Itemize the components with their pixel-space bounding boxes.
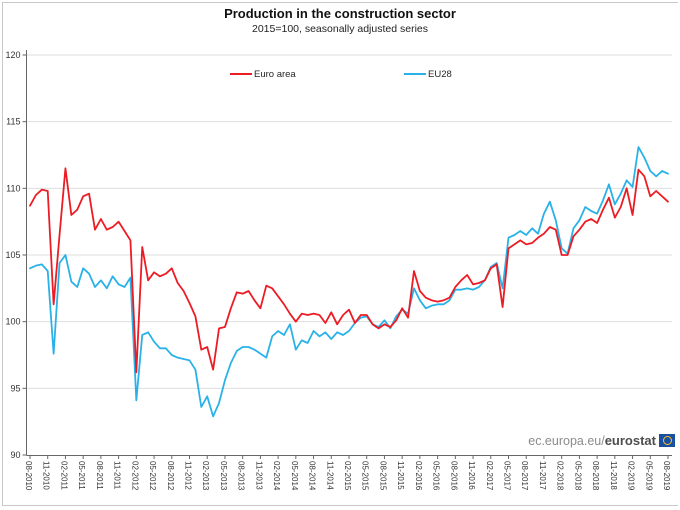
y-tick-label: 115 <box>6 117 20 127</box>
x-tick-label: 08-2012 <box>166 461 175 491</box>
x-tick-label: 05-2014 <box>290 461 299 491</box>
euro-area-line-swatch <box>230 72 252 76</box>
x-tick-label: 05-2017 <box>503 461 512 491</box>
legend-item-euro-area: Euro area <box>230 68 296 80</box>
x-tick-label: 11-2017 <box>538 461 547 490</box>
x-tick-label: 02-2013 <box>201 461 210 491</box>
x-tick-label: 11-2015 <box>396 461 405 490</box>
x-tick-label: 08-2014 <box>308 461 317 491</box>
legend-label: EU28 <box>428 68 452 80</box>
euro-area-line <box>29 167 669 374</box>
chart-subtitle: 2015=100, seasonally adjusted series <box>252 23 428 35</box>
y-tick-label: 105 <box>5 250 20 260</box>
x-tick-label: 02-2019 <box>627 461 636 491</box>
x-tick-label: 08-2015 <box>378 461 387 491</box>
frame-border-left <box>2 2 3 505</box>
x-tick-label: 02-2018 <box>556 461 565 491</box>
x-tick-label: 02-2011 <box>59 461 68 490</box>
eu28-line <box>29 146 669 418</box>
x-tick-label: 02-2012 <box>130 461 139 491</box>
chart-title: Production in the construction sector <box>224 6 456 21</box>
x-tick-label: 11-2018 <box>609 461 618 490</box>
x-tick-label: 05-2016 <box>432 461 441 491</box>
x-tick-label: 08-2019 <box>662 461 671 491</box>
x-tick-label: 05-2011 <box>77 461 86 490</box>
frame-border-bottom <box>2 505 678 506</box>
x-tick-label: 11-2012 <box>184 461 193 490</box>
credit-url-prefix: ec.europa.eu/ <box>528 433 605 448</box>
y-tick-label: 100 <box>5 317 20 327</box>
y-tick-label: 90 <box>10 450 20 460</box>
x-tick-label: 02-2016 <box>414 461 423 491</box>
y-tick-label: 120 <box>5 50 20 60</box>
x-tick-label: 11-2013 <box>254 461 263 490</box>
x-tick-label: 11-2014 <box>325 461 334 490</box>
y-tick-label: 110 <box>6 183 20 193</box>
x-tick-label: 02-2017 <box>485 461 494 491</box>
x-tick-label: 05-2018 <box>573 461 582 491</box>
y-tick-label: 95 <box>10 383 20 393</box>
x-tick-label: 05-2013 <box>219 461 228 491</box>
x-tick-label: 05-2015 <box>361 461 370 491</box>
eu-flag-icon <box>659 434 675 447</box>
x-tick-label: 08-2016 <box>449 461 458 491</box>
x-tick-label: 08-2018 <box>591 461 600 491</box>
x-tick-label: 11-2010 <box>42 461 51 490</box>
x-tick-label: 11-2016 <box>467 461 476 490</box>
eu28-line-swatch <box>404 72 426 76</box>
x-tick-label: 02-2014 <box>272 461 281 491</box>
eurostat-credit: ec.europa.eu/ eurostat <box>528 433 675 448</box>
credit-url-brand: eurostat <box>604 433 656 448</box>
legend-item-eu28: EU28 <box>404 68 452 80</box>
x-tick-label: 02-2015 <box>343 461 352 491</box>
legend-label: Euro area <box>254 68 296 80</box>
x-tick-label: 05-2012 <box>148 461 157 491</box>
x-tick-label: 08-2010 <box>24 461 33 491</box>
frame-border-top <box>2 2 678 3</box>
x-tick-label: 08-2011 <box>95 461 104 490</box>
x-tick-label: 11-2011 <box>113 461 122 490</box>
x-tick-label: 08-2013 <box>237 461 246 491</box>
x-tick-label: 05-2019 <box>644 461 653 491</box>
x-tick-label: 08-2017 <box>520 461 529 491</box>
